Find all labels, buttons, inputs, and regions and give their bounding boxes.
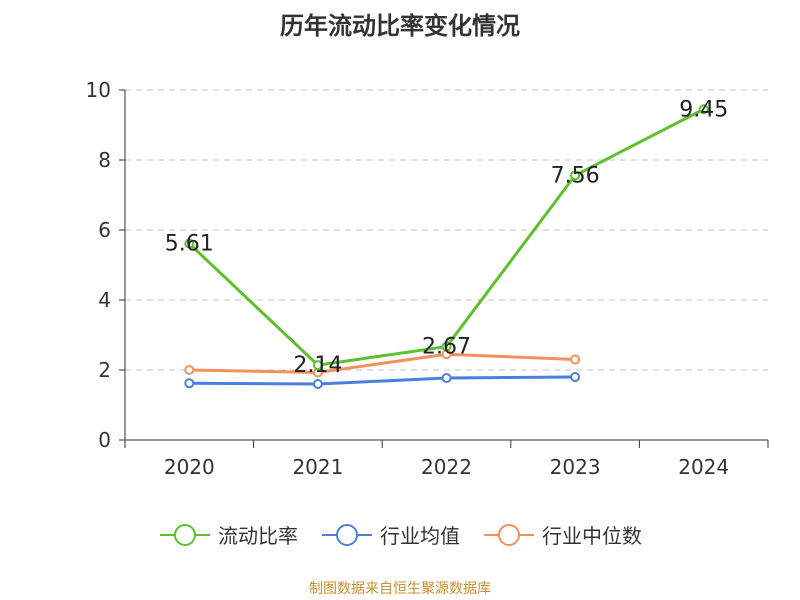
y-tick-label: 4 bbox=[98, 288, 111, 312]
legend-marker-icon bbox=[322, 523, 372, 546]
data-source-footer: 制图数据来自恒生聚源数据库 bbox=[309, 581, 491, 597]
data-point bbox=[312, 379, 323, 389]
data-point bbox=[184, 365, 195, 375]
series-line bbox=[188, 107, 705, 367]
y-tick-label: 6 bbox=[98, 218, 111, 242]
y-tick-label: 8 bbox=[98, 148, 111, 172]
data-point bbox=[698, 104, 709, 115]
data-label: 2.14 bbox=[293, 353, 342, 378]
data-point bbox=[312, 360, 323, 371]
series-line bbox=[189, 375, 576, 386]
data-label: 9.45 bbox=[679, 97, 728, 122]
x-tick-label: 2023 bbox=[550, 455, 601, 479]
data-label: 7.56 bbox=[551, 163, 600, 188]
legend-label: 行业均值 bbox=[380, 524, 460, 548]
data-point bbox=[570, 170, 581, 181]
legend-marker-icon bbox=[160, 523, 210, 546]
series-line bbox=[189, 352, 576, 374]
data-point bbox=[184, 238, 195, 249]
data-point bbox=[570, 372, 581, 382]
data-point bbox=[441, 373, 452, 384]
x-tick-label: 2022 bbox=[421, 455, 472, 479]
legend-item[interactable]: 行业中位数 bbox=[482, 520, 642, 549]
data-point bbox=[184, 378, 195, 389]
data-point bbox=[570, 354, 581, 365]
legend: 流动比率 行业均值 行业中位数 bbox=[0, 520, 800, 549]
legend-label: 行业中位数 bbox=[542, 524, 642, 548]
legend-marker-icon bbox=[484, 523, 534, 546]
data-point bbox=[441, 341, 452, 352]
y-tick-label: 2 bbox=[98, 358, 111, 382]
x-tick-label: 2024 bbox=[678, 455, 729, 479]
legend-label: 流动比率 bbox=[218, 524, 298, 548]
legend-item[interactable]: 流动比率 bbox=[158, 520, 298, 549]
data-label: 5.61 bbox=[165, 232, 214, 257]
y-tick-label: 0 bbox=[98, 428, 111, 452]
legend-item[interactable]: 行业均值 bbox=[320, 520, 460, 549]
data-label: 2.67 bbox=[422, 335, 471, 360]
chart-title: 历年流动比率变化情况 bbox=[280, 12, 520, 40]
x-tick-label: 2020 bbox=[164, 455, 215, 479]
y-tick-label: 10 bbox=[86, 78, 111, 102]
x-tick-label: 2021 bbox=[292, 455, 343, 479]
